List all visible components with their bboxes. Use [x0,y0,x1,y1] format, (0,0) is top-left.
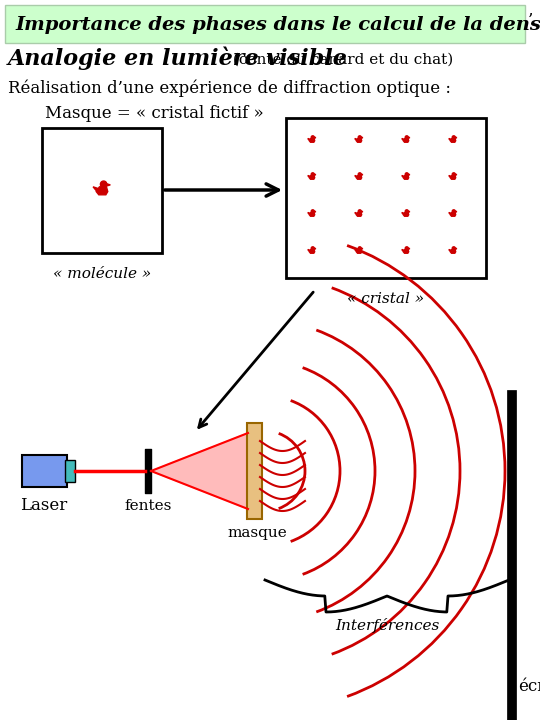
Polygon shape [314,248,316,249]
Polygon shape [356,250,362,253]
Polygon shape [308,212,310,215]
Polygon shape [361,248,363,249]
Circle shape [358,173,361,176]
Polygon shape [450,176,456,179]
Polygon shape [151,433,248,509]
Polygon shape [450,212,456,216]
Polygon shape [314,174,316,175]
Polygon shape [450,250,456,253]
Polygon shape [403,212,409,216]
Polygon shape [408,211,410,212]
Polygon shape [408,174,410,175]
Polygon shape [361,137,363,138]
Polygon shape [455,174,457,175]
Polygon shape [408,137,410,138]
Polygon shape [356,176,362,179]
Circle shape [453,173,455,176]
Polygon shape [355,212,357,215]
Polygon shape [361,211,363,212]
Circle shape [405,247,408,250]
Text: Laser: Laser [21,497,68,514]
Bar [5,5,525,43]
Polygon shape [403,176,409,179]
Polygon shape [455,137,457,138]
Bar [42,128,162,253]
Polygon shape [308,250,310,251]
Text: Réalisation d’une expérience de diffraction optique :: Réalisation d’une expérience de diffract… [8,79,451,96]
Polygon shape [449,176,451,177]
Text: « molécule »: « molécule » [53,267,151,281]
Circle shape [453,210,455,213]
Polygon shape [356,138,362,143]
Polygon shape [403,138,409,143]
Circle shape [311,173,314,176]
Polygon shape [355,138,357,140]
Polygon shape [402,212,404,215]
Polygon shape [403,250,409,253]
Polygon shape [314,137,316,138]
Polygon shape [355,250,357,251]
Circle shape [405,173,408,176]
Text: Masque = « cristal fictif »: Masque = « cristal fictif » [45,104,264,122]
Text: Importance des phases dans le calcul de la densité: Importance des phases dans le calcul de … [15,14,540,34]
Polygon shape [455,248,457,249]
Polygon shape [308,138,310,140]
Circle shape [453,247,455,250]
Circle shape [405,210,408,213]
Polygon shape [450,138,456,143]
Circle shape [311,210,314,213]
Polygon shape [309,250,315,253]
Circle shape [100,181,107,187]
Circle shape [453,136,455,139]
Polygon shape [361,174,363,175]
Polygon shape [308,176,310,177]
Circle shape [358,247,361,250]
Polygon shape [455,211,457,212]
Polygon shape [449,212,451,215]
Polygon shape [309,138,315,143]
Polygon shape [449,250,451,251]
Polygon shape [408,248,410,249]
Polygon shape [449,138,451,140]
Text: masque: masque [227,526,287,540]
Polygon shape [309,212,315,216]
Circle shape [405,136,408,139]
Polygon shape [106,184,110,186]
Bar [22,455,67,487]
Text: « cristal »: « cristal » [347,292,424,306]
Polygon shape [96,186,108,195]
Polygon shape [402,250,404,251]
Circle shape [358,210,361,213]
Text: (conte du canard et du chat): (conte du canard et du chat) [228,53,453,67]
Polygon shape [356,212,362,216]
Circle shape [311,136,314,139]
Polygon shape [402,138,404,140]
Polygon shape [355,176,357,177]
Circle shape [358,136,361,139]
Text: écran: écran [518,678,540,695]
Text: ’: ’ [528,12,534,29]
Bar [286,118,486,278]
Polygon shape [309,176,315,179]
Text: Analogie en lumière visible: Analogie en lumière visible [8,46,348,70]
Text: fentes: fentes [124,499,172,513]
Polygon shape [402,176,404,177]
Polygon shape [314,211,316,212]
Circle shape [311,247,314,250]
Bar [247,423,262,519]
Text: Interférences: Interférences [335,618,439,633]
Polygon shape [93,186,99,191]
Bar [65,460,75,482]
